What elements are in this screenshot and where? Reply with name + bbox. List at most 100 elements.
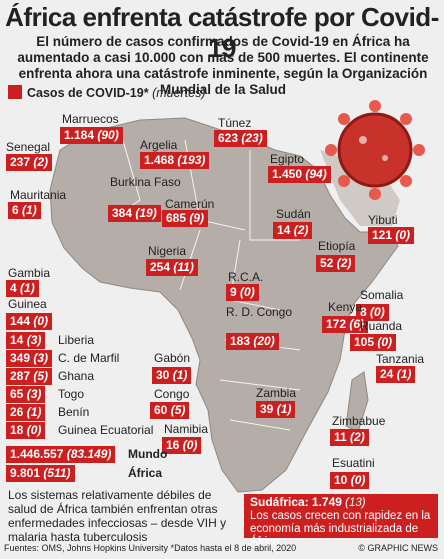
country-label-guinea: Guinea	[8, 297, 47, 311]
cases-box-zambia: 39 (1)	[256, 401, 296, 418]
cases-box-yibuti: 121 (0)	[368, 227, 415, 244]
deaths-value: (0)	[23, 423, 42, 437]
country-label-yibuti: Yibuti	[368, 213, 398, 227]
country-label-r-c-a: R.C.A.	[228, 270, 264, 284]
cases-value: 144	[10, 314, 31, 328]
deaths-value: (3)	[23, 387, 42, 401]
country-label-gambia: Gambia	[8, 266, 51, 280]
arabia	[320, 150, 400, 226]
cases-value: 11	[334, 430, 347, 444]
cases-box-gabon: 30 (1)	[152, 367, 192, 384]
cases-box-sudan: 14 (2)	[273, 222, 313, 239]
country-label-tunez: Túnez	[218, 116, 252, 130]
country-label-congo: Congo	[154, 387, 190, 401]
country-label-zambia: Zambia	[256, 386, 297, 400]
deaths-value: (0)	[374, 335, 393, 349]
cases-value: 1.468	[144, 153, 175, 167]
country-label-guinea-ecuatorial: Guinea Ecuatorial	[58, 423, 154, 437]
cases-box-marruecos: 1.184 (90)	[60, 127, 123, 144]
world-label: Mundo	[128, 447, 168, 461]
deaths-value: (0)	[366, 305, 385, 319]
deaths-value: (0)	[392, 228, 411, 242]
deaths-value: (9)	[186, 211, 205, 225]
country-label-togo: Togo	[58, 387, 85, 401]
deaths-value: (1)	[23, 405, 42, 419]
deaths-value: (0)	[179, 438, 198, 452]
cases-box-camerun: 685 (9)	[162, 210, 209, 227]
deaths-value: (5)	[167, 403, 186, 417]
madagascar	[345, 371, 369, 433]
deaths-value: (1)	[273, 402, 292, 416]
credit: © GRAPHIC NEWS	[358, 543, 438, 553]
country-label-esuatini: Esuatini	[332, 456, 375, 470]
africa-label: África	[128, 466, 163, 480]
cases-value: 172	[326, 317, 347, 331]
cases-box-c-de-marfil: 349 (3)	[6, 350, 53, 367]
cases-box-senegal: 237 (2)	[6, 154, 53, 171]
cases-value: 254	[150, 260, 171, 274]
cases-box-benin: 26 (1)	[6, 404, 46, 421]
deaths-value: (23)	[238, 131, 263, 145]
cases-value: 8	[360, 305, 367, 319]
country-label-tanzania: Tanzania	[376, 352, 425, 366]
deaths-value: (3)	[30, 351, 49, 365]
cases-box-zimbabue: 11 (2)	[330, 429, 369, 446]
deaths-value: (20)	[250, 334, 275, 348]
country-label-mauritania: Mauritania	[10, 188, 67, 202]
cases-value: 52	[320, 256, 334, 270]
cases-box-tanzania: 24 (1)	[376, 366, 416, 383]
subtitle: El número de casos confirmados de Covid-…	[17, 34, 429, 97]
deaths-value: (2)	[30, 155, 49, 169]
health-note: Los sistemas relativamente débiles de sa…	[8, 488, 227, 544]
cases-box-burkina-faso: 384 (19)	[108, 205, 161, 222]
cases-box-r-d-congo: 183 (20)	[226, 333, 279, 350]
cases-box-kenya: 172 (6)	[322, 316, 369, 333]
cases-value: 24	[380, 367, 394, 381]
cases-box-esuatini: 10 (0)	[330, 472, 370, 489]
country-label-egipto: Egipto	[270, 152, 305, 166]
cases-value: 30	[156, 368, 170, 382]
cases-value: 183	[230, 334, 251, 348]
cases-box-argelia: 1.468 (193)	[140, 152, 210, 169]
deaths-value: (6)	[346, 317, 365, 331]
country-label-senegal: Senegal	[6, 140, 51, 154]
country-label-burkina-faso: Burkina Faso	[110, 175, 181, 189]
cases-box-guinea-ecuatorial: 18 (0)	[6, 422, 46, 439]
legend: Casos de COVID-19* (muertes)	[8, 85, 206, 100]
source-note: Fuentes: OMS, Johns Hopkins University *…	[4, 543, 297, 553]
cases-value: 14	[10, 333, 24, 347]
country-label-benin: Benín	[58, 405, 90, 419]
world-total-box: 1.446.557 (83.149)	[6, 446, 116, 463]
cases-box-guinea: 144 (0)	[6, 313, 53, 330]
south-africa-box: Sudáfrica: 1.749 (13) Los casos crecen c…	[244, 494, 438, 548]
country-label-somalia: Somalia	[360, 288, 404, 302]
country-label-liberia: Liberia	[58, 333, 95, 347]
cases-box-congo: 60 (5)	[150, 402, 190, 419]
cases-box-r-c-a: 9 (0)	[226, 284, 259, 301]
deaths-value: (5)	[30, 369, 49, 383]
cases-value: 121	[372, 228, 393, 242]
cases-value: 4	[10, 281, 17, 295]
coronavirus-illustration	[325, 100, 425, 200]
deaths-value: (0)	[30, 314, 49, 328]
cases-box-ghana: 287 (5)	[6, 368, 53, 385]
country-label-r-d-congo: R. D. Congo	[226, 305, 293, 319]
cases-value: 26	[10, 405, 24, 419]
cases-value: 9	[230, 285, 237, 299]
cases-value: 287	[10, 369, 31, 383]
cases-box-egipto: 1.450 (94)	[268, 166, 331, 183]
deaths-value: (1)	[18, 203, 37, 217]
deaths-value: (2)	[333, 256, 352, 270]
cases-value: 16	[166, 438, 180, 452]
cases-value: 384	[112, 206, 133, 220]
country-label-etiopia: Etiopía	[318, 239, 356, 253]
country-label-namibia: Namibia	[164, 422, 209, 436]
cases-box-gambia: 4 (1)	[6, 280, 39, 297]
country-label-nigeria: Nigeria	[148, 244, 187, 258]
country-label-marruecos: Marruecos	[62, 112, 119, 126]
country-label-c-de-marfil: C. de Marfil	[58, 351, 120, 365]
cases-value: 6	[12, 203, 19, 217]
deaths-value: (3)	[23, 333, 42, 347]
country-label-gabon: Gabón	[154, 351, 191, 365]
cases-box-mauritania: 6 (1)	[8, 202, 41, 219]
